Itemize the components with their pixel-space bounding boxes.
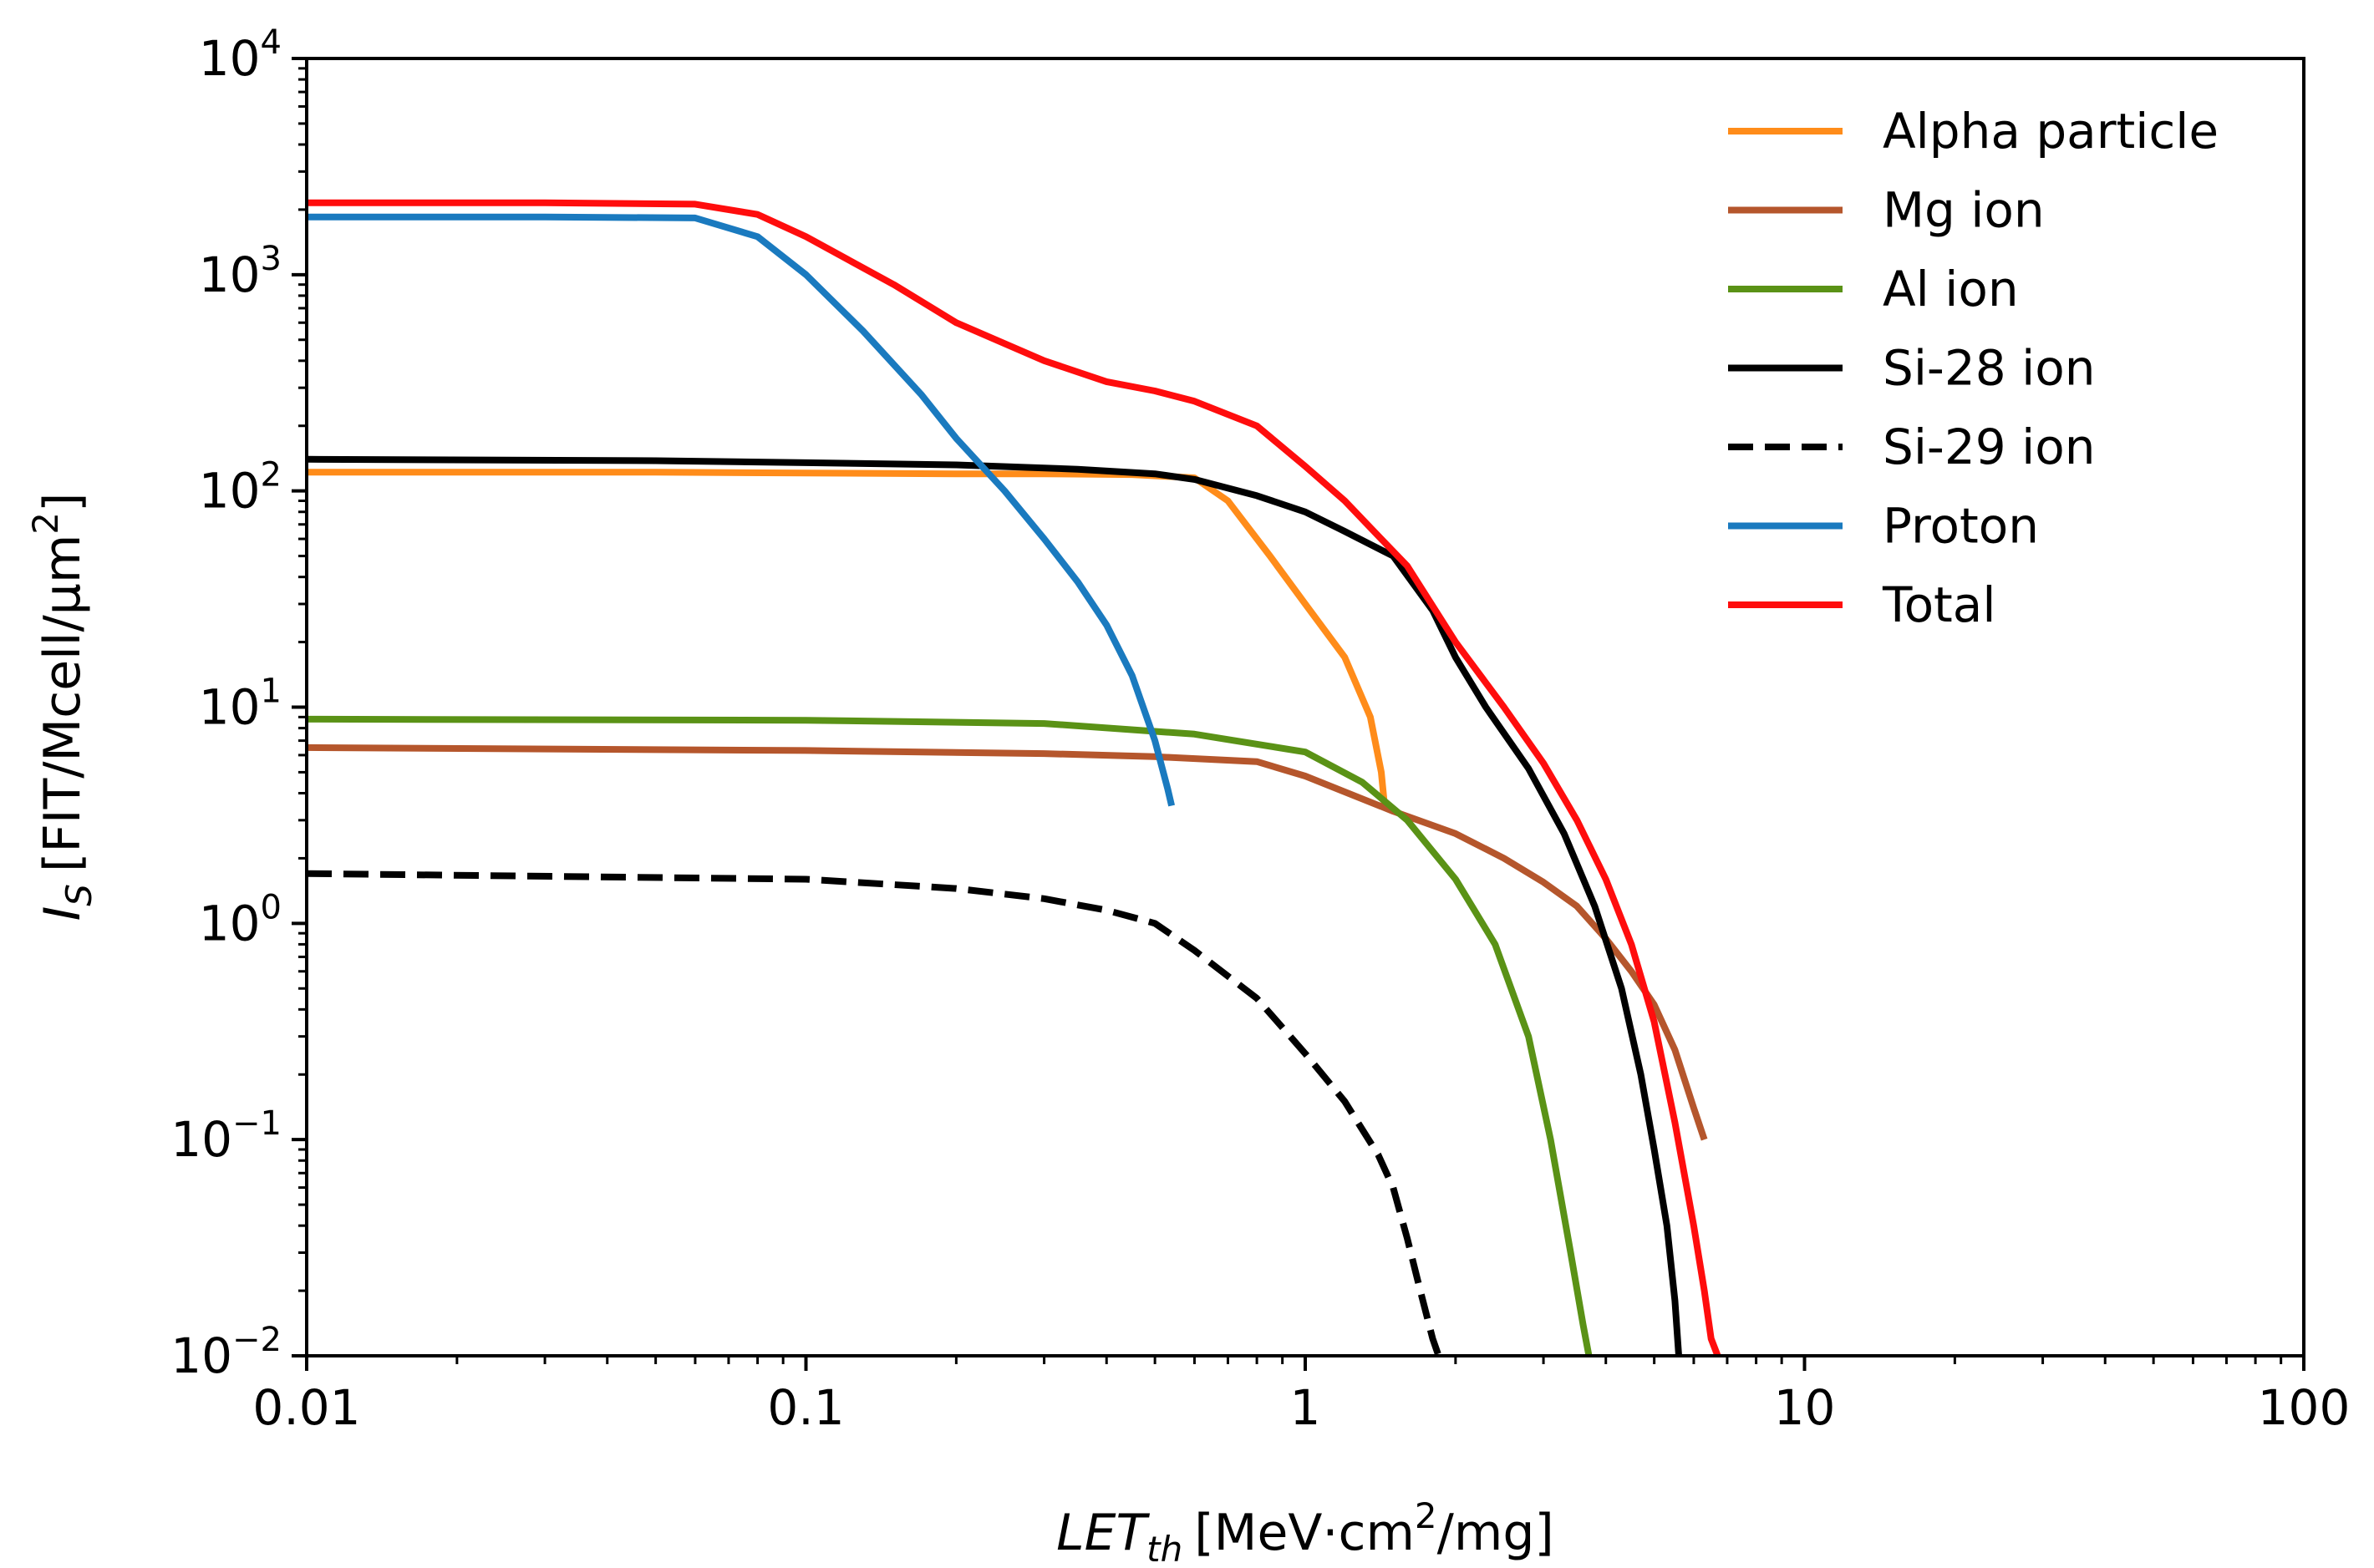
y-axis-title: IS[FIT/Mcell/μm2] xyxy=(25,493,99,921)
y-tick-label: 101 xyxy=(199,672,282,736)
ticks-layer xyxy=(292,57,2305,1371)
legend-label: Mg ion xyxy=(1883,182,2045,239)
x-tick-label: 0.1 xyxy=(767,1379,844,1436)
y-tick-label: 100 xyxy=(199,888,282,951)
y-tick-label: 10−2 xyxy=(170,1321,282,1384)
y-tick-label: 10−1 xyxy=(170,1104,282,1168)
series-line-total xyxy=(307,199,1721,1356)
series-line-alpha-particle xyxy=(307,469,1390,809)
y-tick-label: 104 xyxy=(199,23,282,87)
legend-label: Alpha particle xyxy=(1883,103,2219,160)
series-line-al-ion xyxy=(307,715,1593,1356)
legend: Alpha particle Mg ion Al ion Si-28 ion Si-29… xyxy=(1728,103,2219,633)
x-axis-title: LETth [MeV·cm2/mg] xyxy=(1056,1495,1554,1568)
y-tick-label: 103 xyxy=(199,240,282,303)
legend-label: Proton xyxy=(1883,498,2039,555)
series-line-si-29-ion xyxy=(307,870,1442,1356)
legend-label: Si-28 ion xyxy=(1883,340,2095,397)
x-tick-label: 100 xyxy=(2258,1379,2351,1436)
legend-label: Total xyxy=(1882,576,1995,633)
x-tick-label: 1 xyxy=(1290,1379,1321,1436)
series-line-proton xyxy=(307,213,1175,807)
x-tick-label: 0.01 xyxy=(252,1379,360,1436)
y-tick-label: 102 xyxy=(199,456,282,520)
series-line-mg-ion xyxy=(307,743,1708,1141)
tick-labels-layer: 0.01 0.1 1 10 100 10−2 10−1 100 101 102 103 104 xyxy=(170,23,2350,1436)
legend-label: Al ion xyxy=(1883,261,2019,317)
y-axis-title-group: IS[FIT/Mcell/μm2] xyxy=(25,493,99,921)
series-layer xyxy=(307,199,1721,1356)
legend-label: Si-29 ion xyxy=(1883,419,2095,475)
x-tick-label: 10 xyxy=(1774,1379,1836,1436)
